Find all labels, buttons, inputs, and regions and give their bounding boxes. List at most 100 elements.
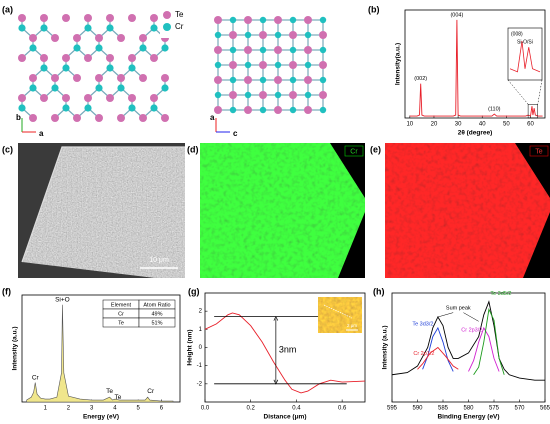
x-tick-label: 0.4	[292, 406, 301, 412]
te-atom	[304, 76, 312, 84]
arrow-head	[273, 315, 279, 385]
inset-scale-label: 2 μm	[347, 323, 357, 328]
peak-label: Si+O	[55, 296, 70, 303]
legend-label: Te 3d5/2	[490, 291, 511, 297]
table-text: 51%	[151, 320, 162, 326]
x-tick-label: 565	[540, 406, 550, 412]
te-atom	[289, 61, 297, 69]
x-tick-label: 2	[67, 406, 71, 412]
cr-atom	[40, 64, 48, 72]
element-label: Te	[535, 148, 543, 155]
flake-edge	[21, 146, 185, 263]
x-tick-label: 40	[479, 122, 486, 128]
cr-atom	[319, 106, 327, 114]
te-atom	[244, 106, 252, 114]
te-atom	[150, 14, 158, 22]
table-text: 49%	[151, 311, 162, 317]
profile-line	[323, 304, 353, 319]
te-atom	[18, 94, 26, 102]
x-tick-label: 570	[514, 406, 525, 412]
cr-atom	[319, 46, 327, 54]
te-atom	[40, 54, 48, 62]
cr-atom	[117, 84, 125, 92]
cr-atom	[29, 44, 37, 52]
legend-label: Cr	[175, 22, 184, 31]
te-atom	[161, 114, 169, 122]
x-tick-label: 595	[387, 406, 398, 412]
crystal-structures	[18, 8, 327, 122]
cr-atom	[29, 84, 37, 92]
legend-label: Cr 2p1/2	[413, 351, 434, 357]
te-atom	[214, 46, 222, 54]
te-atom	[319, 31, 327, 39]
te-atom	[84, 94, 92, 102]
te-atom	[128, 94, 136, 102]
te-atom	[106, 54, 114, 62]
peak-label: (110)	[488, 107, 501, 113]
cr-atom	[214, 61, 222, 69]
cr-atom	[40, 24, 48, 32]
te-atom	[40, 14, 48, 22]
x-tick-label: 0.6	[338, 406, 347, 412]
plot-frame	[404, 9, 546, 119]
x-tick-label: 1	[44, 406, 48, 412]
x-tick-label: 5	[137, 406, 141, 412]
peak-label: (004)	[450, 12, 463, 18]
cr-atom	[304, 31, 312, 39]
cr-atom	[244, 61, 252, 69]
cr-atom	[18, 104, 26, 112]
te-atom	[62, 54, 70, 62]
pointer	[463, 312, 479, 322]
x-tick-label: 0.0	[201, 406, 210, 412]
te-atom	[304, 16, 312, 24]
cr-atom	[259, 46, 267, 54]
cr-atom	[259, 106, 267, 114]
axis-name: c	[233, 129, 238, 138]
cr-atom	[229, 106, 237, 114]
element-box	[344, 145, 364, 157]
axis-name: a	[210, 113, 215, 122]
te-atom	[51, 74, 59, 82]
zoom-guide	[537, 79, 543, 105]
panel-label: (d)	[187, 144, 199, 154]
y-axis-label: Intensity(a.u.)	[395, 43, 402, 85]
te-atom	[259, 61, 267, 69]
step-label: 3nm	[279, 345, 297, 355]
te-atom	[229, 61, 237, 69]
cr-atom	[229, 46, 237, 54]
te-atom	[304, 46, 312, 54]
x-tick-label: 50	[503, 122, 510, 128]
x-axis-label: Distance (μm)	[264, 414, 307, 421]
te-atom	[62, 94, 70, 102]
peak-label: Te	[115, 394, 122, 401]
cr-atom	[214, 91, 222, 99]
panel-label: (g)	[188, 286, 200, 296]
table-cell	[138, 317, 176, 328]
peak-label: Te	[106, 388, 113, 395]
cr-atom	[274, 91, 282, 99]
x-tick-label: 6	[160, 406, 164, 412]
te-atom	[117, 114, 125, 122]
te-atom	[289, 31, 297, 39]
cr-atom	[95, 84, 103, 92]
element-box	[529, 145, 549, 157]
inset-label: (008)	[511, 31, 523, 37]
y-tick-label: -2	[197, 381, 203, 387]
te-atom	[95, 34, 103, 42]
te-atom	[259, 91, 267, 99]
te-atom	[84, 54, 92, 62]
y-axis-label: Intensity (a.u.)	[12, 326, 19, 370]
te-atom	[106, 14, 114, 22]
te-atom	[95, 74, 103, 82]
inset-frame	[507, 27, 543, 81]
panel-label: (c)	[2, 144, 13, 154]
te-atom	[128, 54, 136, 62]
y-axis-label: Intensity (a.u.)	[382, 325, 389, 369]
x-tick-label: 0.2	[247, 406, 256, 412]
inset-line	[509, 41, 541, 73]
cr-atom	[244, 91, 252, 99]
scale-label: 10 μm	[149, 257, 169, 264]
annotation: Sum peak	[446, 306, 471, 312]
data-line	[468, 326, 500, 372]
